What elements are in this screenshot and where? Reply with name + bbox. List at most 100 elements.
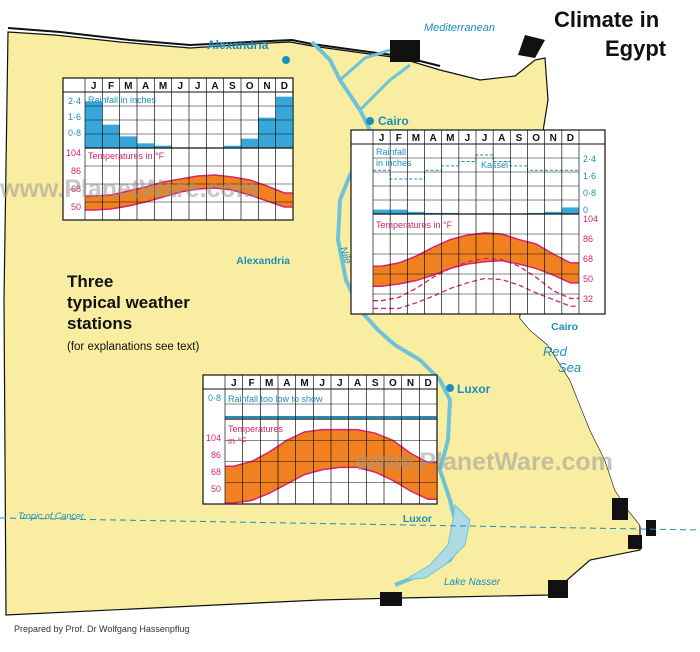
temp-tick: 68 [71,184,81,194]
rain-tick: 0·8 [583,188,596,198]
month-label: J [465,133,471,144]
south-border-bar-1 [380,592,402,606]
station-label: Alexandria [236,255,290,267]
month-label: F [108,81,114,92]
watermark-2: www.PlanetWare.com [354,448,613,476]
title-line-2: Egypt [605,36,667,61]
month-label: O [532,133,540,144]
station-label: Luxor [403,513,432,525]
alexandria-dot [282,56,290,64]
title-line-1: Climate in [554,7,659,32]
lake-nasser [404,503,471,581]
temp-label: Temperatures in °F [376,220,453,230]
rain-bar [258,117,276,148]
temp-tick: 50 [71,202,81,212]
rain-label: Rainfall in inches [88,95,157,105]
rain-tick: 0·8 [208,393,221,403]
temp-tick: 50 [583,274,593,284]
month-label: J [195,81,201,92]
month-label: A [283,378,290,389]
month-label: N [263,81,270,92]
month-label: M [124,81,132,92]
temp-tick: 86 [583,234,593,244]
south-border-bar-2 [548,580,568,598]
rain-label-1: Rainfall [376,147,406,157]
month-label: J [231,378,237,389]
temp-tick: 32 [583,294,593,304]
month-label: A [142,81,149,92]
month-label: O [389,378,397,389]
temp-label-2: in °F [228,436,247,446]
rain-tick: 0·8 [68,128,81,138]
legend-line-1: Three [67,272,113,291]
temp-tick: 104 [206,433,221,443]
month-label: F [396,133,402,144]
rain-bar [544,211,562,214]
rain-tick: 1·6 [583,171,596,181]
temp-tick: 104 [583,214,598,224]
temp-tick: 68 [211,467,221,477]
rain-label-2: in inches [376,158,412,168]
temp-label: Temperatures in °F [88,151,165,161]
temp-tick: 104 [66,148,81,158]
month-label: A [429,133,436,144]
month-label: J [482,133,488,144]
rain-tick: 0 [583,205,588,215]
month-label: D [281,81,288,92]
month-label: A [211,81,218,92]
south-border-bar-4 [646,520,656,536]
month-label: F [248,378,254,389]
label-luxor: Luxor [457,382,491,396]
rain-bar [390,209,408,214]
label-red-sea-1: Red [543,344,568,359]
temp-tick: 86 [71,166,81,176]
rain-bar [561,207,579,214]
nile-delta-branch [339,48,411,112]
month-label: O [246,81,254,92]
label-cairo: Cairo [378,114,409,128]
month-label: A [354,378,361,389]
temp-tick: 68 [583,254,593,264]
rain-bar [223,145,241,148]
month-label: J [178,81,184,92]
rain-label: Rainfall too low to show [228,394,323,404]
month-label: J [337,378,343,389]
month-label: S [372,378,379,389]
rain-bar [275,96,293,148]
rain-bar [154,145,172,148]
delta-coast-block [390,40,420,62]
month-label: D [425,378,432,389]
rain-bar [102,124,120,148]
month-label: M [159,81,167,92]
month-label: S [229,81,236,92]
label-nile: Nile [337,246,353,266]
sinai-coast [518,35,545,58]
rain-tick: 2·4 [68,96,81,106]
south-border-bar-5 [628,535,642,549]
luxor-dot [446,384,454,392]
month-label: M [265,378,273,389]
rain-bar [85,101,103,148]
month-label: J [379,133,385,144]
label-red-sea-2: Sea [558,360,581,375]
cairo-dot [366,117,374,125]
legend-line-3: stations [67,314,132,333]
rain-bar [119,136,137,148]
month-label: M [412,133,420,144]
month-label: M [446,133,454,144]
label-lake-nasser: Lake Nasser [444,577,501,588]
month-label: N [407,378,414,389]
month-label: S [516,133,523,144]
legend-line-2: typical weather [67,293,190,312]
credit-text: Prepared by Prof. Dr Wolfgang Hassenpflu… [14,624,189,634]
tropic-of-cancer-line [0,517,700,531]
month-label: A [498,133,505,144]
temp-tick: 86 [211,450,221,460]
month-label: M [300,378,308,389]
rain-tick: 2·4 [583,154,596,164]
month-label: N [550,133,557,144]
legend-note: (for explanations see text) [67,341,199,353]
south-border-bar-3 [612,498,628,520]
